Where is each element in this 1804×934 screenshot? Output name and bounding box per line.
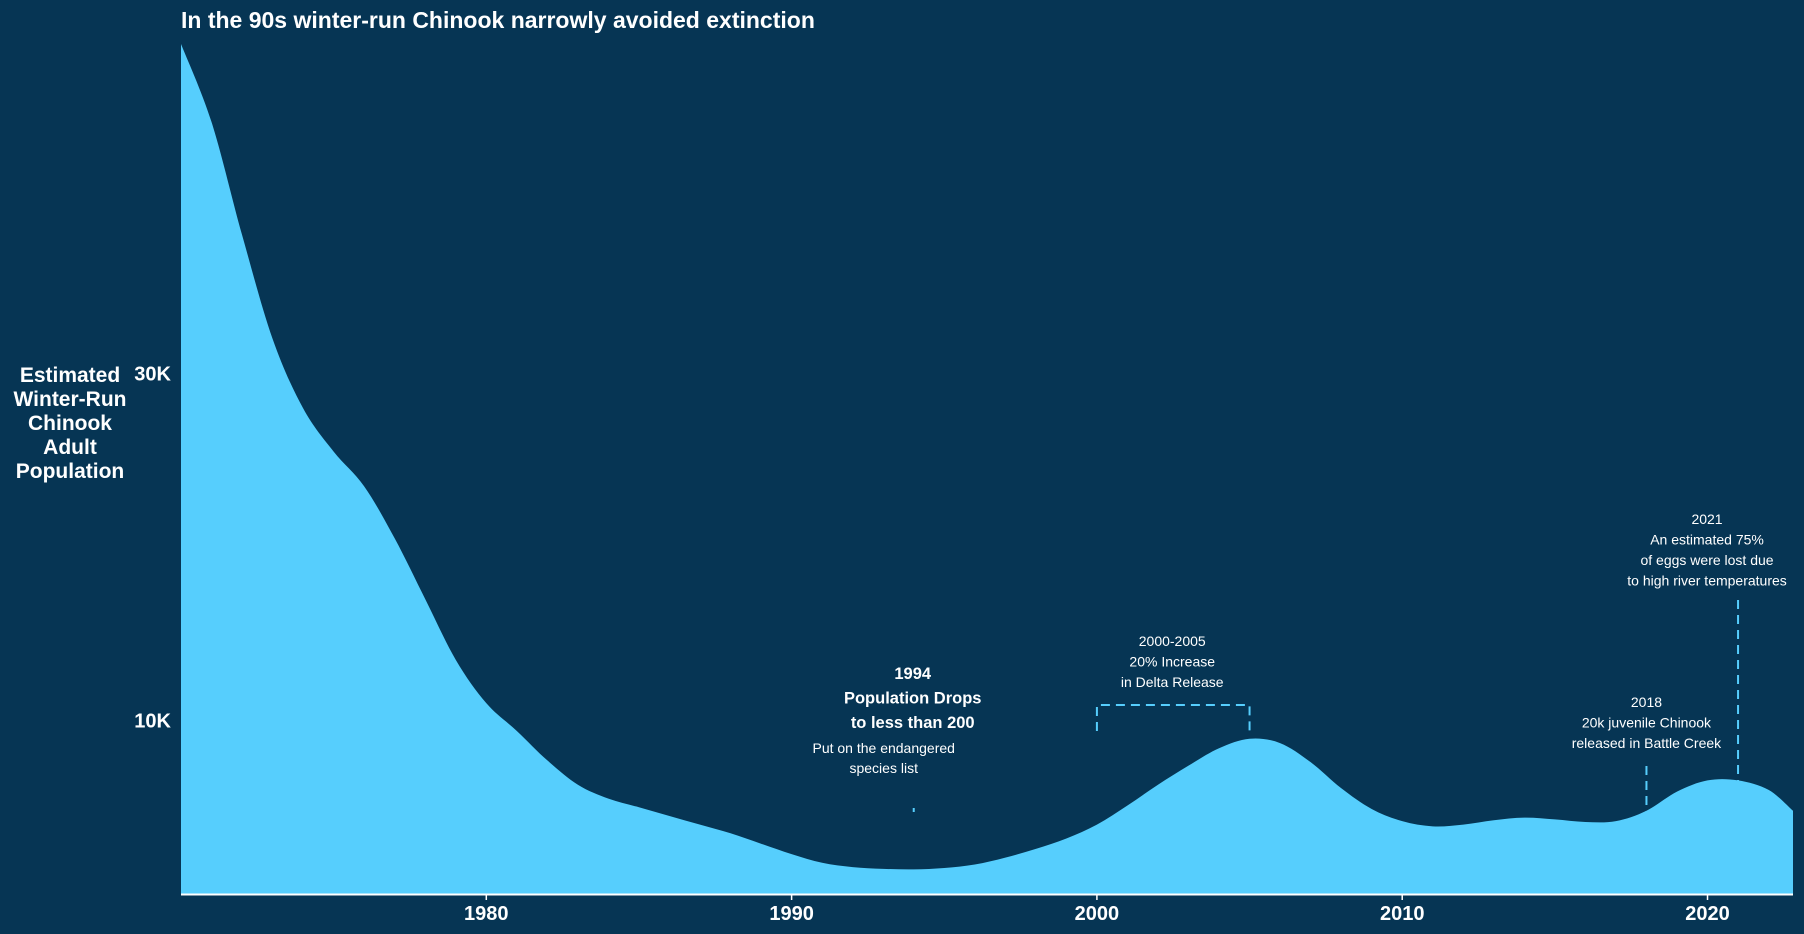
x-tick-label: 2020 (1685, 903, 1730, 925)
population-area (181, 44, 1793, 894)
axes-layer: 1980 1990 2000 2010 2020 10K 30K (134, 364, 1793, 925)
area-layer (181, 44, 1793, 894)
annotation-2000-2005-bracket (1095, 704, 1251, 731)
text-layer: In the 90s winter-run Chinook narrowly a… (14, 7, 1787, 776)
annotation-2018-note: 2018 20k juvenile Chinook released in Batt… (1572, 694, 1722, 751)
x-tick-label: 1980 (464, 903, 509, 925)
y-tick-label: 10K (134, 711, 171, 733)
x-tick-label: 1990 (769, 903, 814, 925)
annotation-2021-note: 2021 An estimated 75% of eggs were lost du… (1627, 511, 1787, 589)
x-tick-label: 2010 (1380, 903, 1425, 925)
annotation-guides (912, 600, 1740, 813)
x-tick-label: 2000 (1075, 903, 1120, 925)
annotation-2000-2005-note: 2000-2005 20% Increase in Delta Release (1121, 633, 1224, 690)
annotation-1994-heading: 1994 Population Drops to less than 200 (844, 665, 982, 732)
annotation-1994-note: Put on the endangered species list (812, 740, 954, 776)
y-tick-label: 30K (134, 364, 171, 386)
chart-title: In the 90s winter-run Chinook narrowly a… (181, 7, 815, 33)
y-axis-label: Estimated Winter-Run Chinook Adult Populatio… (14, 364, 127, 483)
